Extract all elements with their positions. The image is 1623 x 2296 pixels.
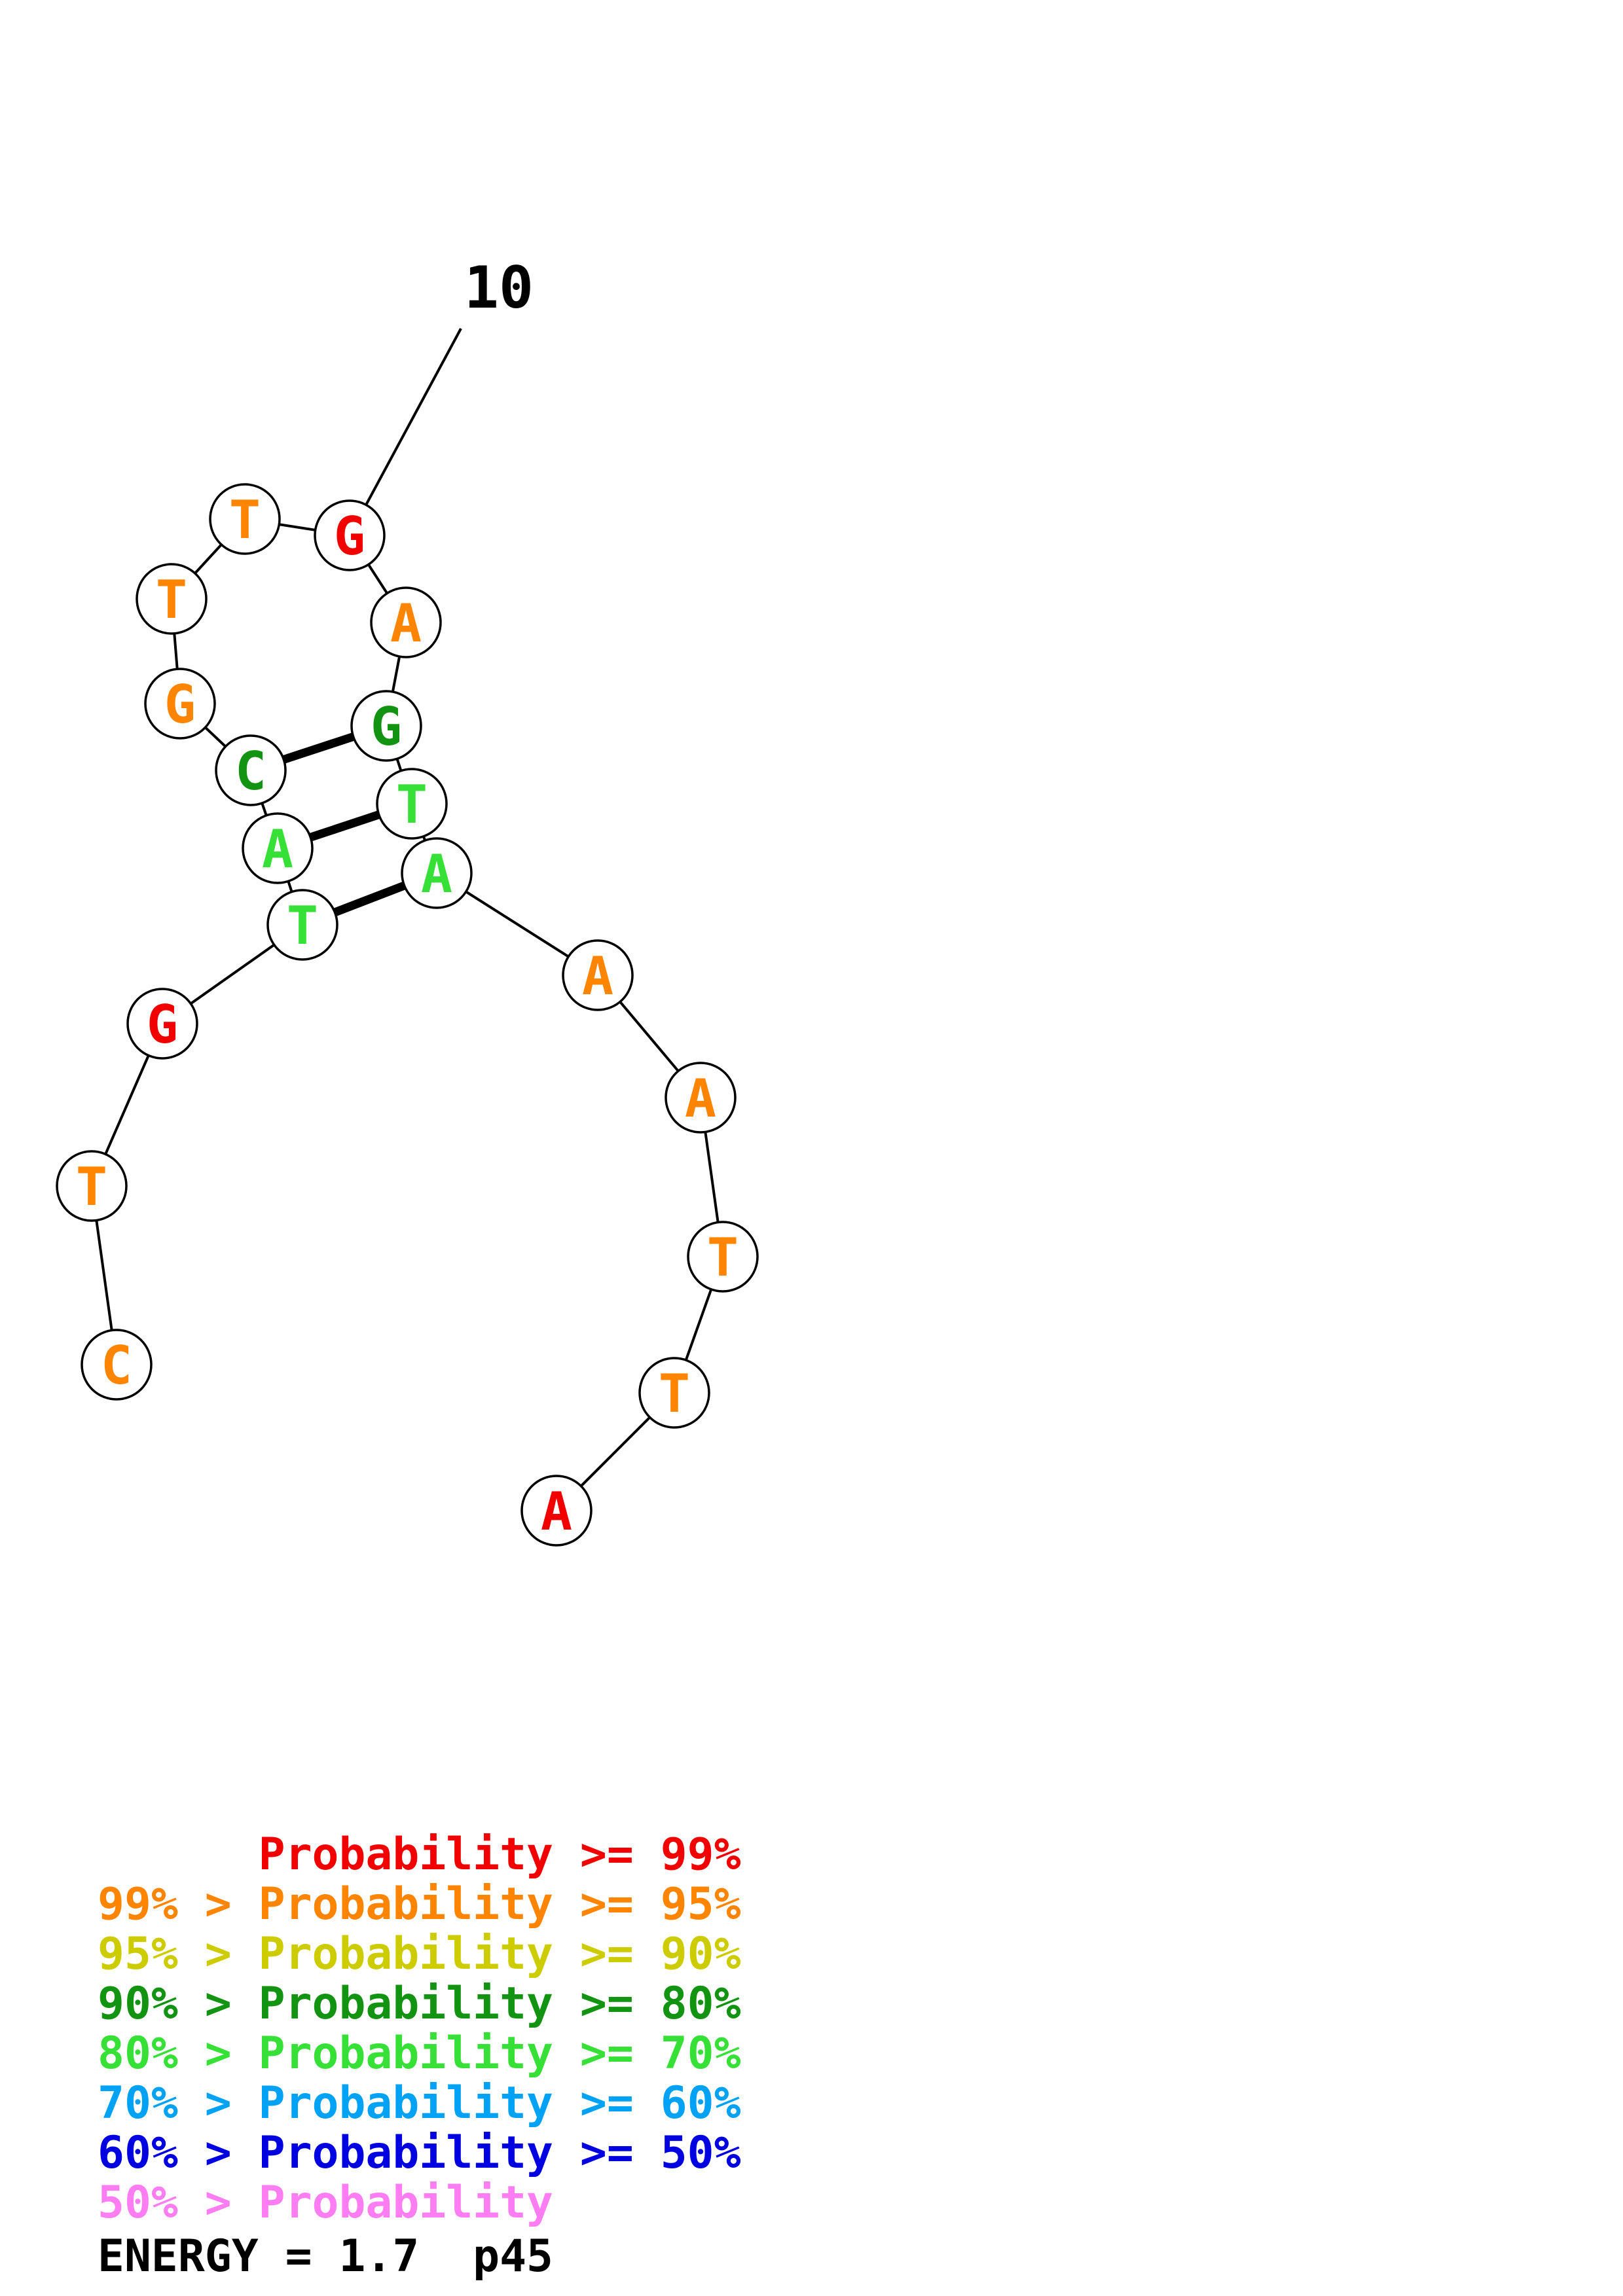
nucleotide-circle bbox=[266, 889, 338, 961]
legend-entry: Probability >= 99% bbox=[98, 1829, 741, 1880]
nucleotide-6-C: C bbox=[215, 734, 287, 806]
nucleotide-circle bbox=[350, 690, 422, 762]
nucleotide-circle bbox=[562, 939, 634, 1011]
nucleotide-circle bbox=[520, 1475, 593, 1547]
nucleotide-circle bbox=[665, 1062, 737, 1134]
nucleotide-base-label: A bbox=[262, 819, 293, 880]
nucleotide-16-A: A bbox=[665, 1062, 737, 1134]
nucleotide-base-label: G bbox=[164, 674, 196, 735]
nucleotide-circle bbox=[638, 1357, 710, 1429]
nucleotide-15-A: A bbox=[562, 939, 634, 1011]
nucleotide-base-label: T bbox=[396, 774, 428, 835]
nucleotide-circle bbox=[401, 837, 473, 909]
position-pointer-line bbox=[348, 328, 462, 536]
legend-entry: 50% > Probability bbox=[98, 2177, 553, 2229]
nucleotide-circle bbox=[687, 1221, 759, 1293]
nucleotide-1-C: C bbox=[81, 1329, 153, 1401]
nucleotide-12-G: G bbox=[350, 690, 422, 762]
legend-entry: 80% > Probability >= 70% bbox=[98, 2028, 741, 2079]
nucleotide-circle bbox=[81, 1329, 153, 1401]
nucleotide-base-label: T bbox=[707, 1227, 739, 1288]
energy-label: ENERGY = 1.7 p45 bbox=[98, 2231, 553, 2282]
nucleotide-19-A: A bbox=[520, 1475, 593, 1547]
nucleotide-base-label: A bbox=[390, 593, 422, 654]
legend-entry: 70% > Probability >= 60% bbox=[98, 2077, 741, 2129]
nucleotide-2-T: T bbox=[56, 1150, 128, 1222]
nucleotide-5-A: A bbox=[242, 812, 314, 884]
nucleotide-base-label: C bbox=[235, 741, 266, 802]
nucleotide-base-label: A bbox=[421, 844, 452, 905]
nucleotide-circle bbox=[136, 563, 208, 635]
nucleotide-17-T: T bbox=[687, 1221, 759, 1293]
nucleotide-base-label: T bbox=[76, 1157, 107, 1217]
nucleotide-base-label: T bbox=[156, 569, 187, 630]
nucleotide-10-G: G bbox=[314, 499, 386, 571]
probability-legend: Probability >= 99% 99% > Probability >= 9… bbox=[98, 1830, 741, 2228]
nucleotide-base-label: C bbox=[101, 1335, 132, 1396]
nucleotide-base-label: T bbox=[659, 1363, 690, 1424]
nucleotide-base-label: A bbox=[541, 1481, 572, 1542]
nucleotide-base-label: G bbox=[371, 696, 402, 757]
nucleotide-11-A: A bbox=[370, 586, 442, 658]
nucleotide-circle bbox=[370, 586, 442, 658]
nucleotide-7-G: G bbox=[144, 668, 216, 740]
nucleotide-9-T: T bbox=[209, 483, 281, 555]
nucleotide-base-label: G bbox=[147, 994, 178, 1055]
nucleotide-base-label: T bbox=[287, 895, 318, 956]
nucleotide-18-T: T bbox=[638, 1357, 710, 1429]
legend-entry: 90% > Probability >= 80% bbox=[98, 1978, 741, 2030]
nucleotide-8-T: T bbox=[136, 563, 208, 635]
nucleotide-base-label: A bbox=[685, 1068, 716, 1129]
nucleotide-4-T: T bbox=[266, 889, 338, 961]
nucleotide-3-G: G bbox=[126, 988, 198, 1060]
nucleotide-base-label: A bbox=[582, 946, 613, 1007]
nucleotide-circle bbox=[242, 812, 314, 884]
legend-entry: 99% > Probability >= 95% bbox=[98, 1878, 741, 1930]
nucleotide-circle bbox=[126, 988, 198, 1060]
nucleotide-13-T: T bbox=[376, 768, 448, 840]
nucleotide-base-label: T bbox=[229, 490, 261, 550]
position-label: 10 bbox=[464, 254, 534, 321]
nucleotide-circle bbox=[209, 483, 281, 555]
nucleotide-14-A: A bbox=[401, 837, 473, 909]
nucleotide-circle bbox=[144, 668, 216, 740]
nucleotide-circle bbox=[215, 734, 287, 806]
nucleotide-base-label: G bbox=[334, 506, 365, 567]
legend-entry: 95% > Probability >= 90% bbox=[98, 1928, 741, 1980]
legend-entry: 60% > Probability >= 50% bbox=[98, 2127, 741, 2179]
nucleotide-circle bbox=[56, 1150, 128, 1222]
nucleotide-circle bbox=[376, 768, 448, 840]
nucleotide-circle bbox=[314, 499, 386, 571]
